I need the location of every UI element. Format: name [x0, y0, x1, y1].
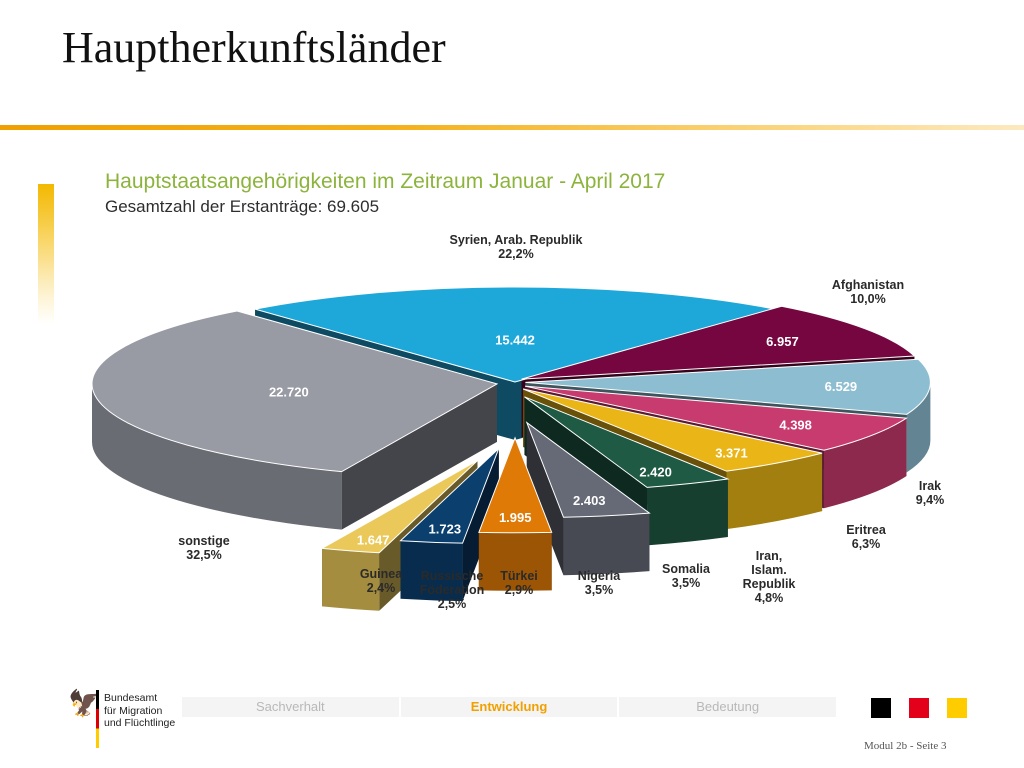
pie-rim-5 [647, 478, 728, 546]
pie-rim-2 [906, 382, 931, 473]
pie-category-label-8: Russische Föderation 2,5% [420, 569, 485, 611]
color-square-red [909, 698, 929, 718]
accent-bar [38, 184, 54, 324]
pie-category-line: 3,5% [585, 583, 614, 597]
pie-value-label-2: 6.529 [825, 379, 858, 394]
pie-category-line: Guinea [360, 567, 403, 581]
page-label: Modul 2b - Seite 3 [864, 740, 947, 752]
chart-title: Hauptstaatsangehörigkeiten im Zeitraum J… [105, 170, 666, 193]
pie-category-label-7: Türkei 2,9% [500, 569, 538, 597]
pie-rim-6 [563, 513, 650, 576]
pie-category-label-6: Nigeria 3,5% [578, 569, 621, 597]
pie-value-label-5: 2.420 [639, 464, 672, 479]
nav-tab-bedeutung[interactable]: Bedeutung [619, 697, 839, 717]
pie-slice-3 [524, 385, 908, 451]
pie-category-line: 9,4% [916, 493, 945, 507]
pie-value-label-8: 1.723 [429, 521, 462, 536]
chart-subtitle: Gesamtzahl der Erstanträge: 69.605 [105, 197, 380, 216]
pie-category-line: 10,0% [850, 292, 885, 306]
title-rule [0, 125, 1024, 130]
pie-category-line: Eritrea [846, 523, 887, 537]
pie-value-label-1: 6.957 [766, 334, 799, 349]
pie-slice-7 [478, 436, 553, 534]
pie-category-line: Föderation [420, 583, 485, 597]
pie-rim-7 [478, 532, 552, 591]
pie-category-label-9: Guinea 2,4% [360, 567, 403, 595]
pie-slice-2 [525, 358, 931, 415]
pie-value-label-10: 22.720 [269, 384, 309, 399]
pie-category-line: Syrien, Arab. Republik [450, 233, 583, 247]
pie-rim-4 [726, 453, 823, 530]
pie-category-line: Iran, [756, 549, 782, 563]
agency-name: Bundesamt für Migration und Flüchtlinge [104, 692, 184, 730]
pie-category-line: sonstige [178, 534, 229, 548]
pie-slice-9 [320, 460, 478, 554]
pie-category-line: 2,5% [438, 597, 467, 611]
pie-category-label-5: Somalia 3,5% [662, 562, 711, 590]
pie-category-line: 3,5% [672, 576, 701, 590]
pie-category-line: 2,4% [367, 581, 396, 595]
pie-rim-3 [823, 418, 907, 509]
pie-slice-6 [525, 421, 651, 518]
pie-category-line: Irak [919, 479, 941, 493]
pie-value-label-7: 1.995 [499, 510, 532, 525]
pie-category-line: 22,2% [498, 247, 533, 261]
pie-category-label-4: Iran, Islam. Republik 4,8% [743, 549, 796, 605]
pie-wall-6 [526, 422, 564, 576]
pie-category-line: Türkei [500, 569, 538, 583]
pie-category-line: Republik [743, 577, 796, 591]
pie-category-line: Somalia [662, 562, 711, 576]
pie-slice-8 [399, 448, 500, 544]
module-nav: Sachverhalt Entwicklung Bedeutung [182, 697, 839, 717]
pie-category-label-3: Eritrea 6,3% [846, 523, 887, 551]
pie-category-line: 2,9% [505, 583, 534, 597]
agency-line: und Flüchtlinge [104, 717, 176, 729]
pie-slice-0 [254, 286, 776, 383]
agency-logo: 🦅 Bundesamt für Migration und Flüchtling… [68, 688, 178, 750]
pie-category-line: 6,3% [852, 537, 881, 551]
pie-slice-5 [524, 396, 730, 488]
pie-value-label-4: 3.371 [715, 446, 748, 461]
pie-category-line: Nigeria [578, 569, 621, 583]
pie-rim-10 [92, 383, 342, 530]
pie-slice-10 [91, 310, 499, 473]
flag-bar [96, 690, 99, 748]
pie-category-label-0: Syrien, Arab. Republik 22,2% [450, 233, 583, 261]
agency-line: für Migration [104, 704, 163, 717]
pie-slice-1 [521, 305, 916, 380]
pie-category-line: 4,8% [755, 591, 784, 605]
pie-category-line: 32,5% [186, 548, 221, 562]
nav-tab-sachverhalt[interactable]: Sachverhalt [182, 697, 401, 717]
color-square-black [871, 698, 891, 718]
pie-value-label-0: 15.442 [495, 332, 535, 347]
pie-value-label-6: 2.403 [573, 493, 606, 508]
pie-category-label-10: sonstige 32,5% [178, 534, 229, 562]
pie-category-line: Afghanistan [832, 278, 904, 292]
federal-eagle-icon: 🦅 [68, 688, 101, 718]
pie-value-label-3: 4.398 [779, 417, 812, 432]
pie-rim-9 [322, 548, 380, 611]
pie-slice-4 [522, 388, 823, 472]
pie-category-label-1: Afghanistan 10,0% [832, 278, 904, 306]
color-square-gold [947, 698, 967, 718]
pie-rim-8 [400, 540, 463, 602]
pie-category-line: Islam. [751, 563, 786, 577]
pie-value-label-9: 1.647 [357, 533, 390, 548]
slide-title: Hauptherkunftsländer [62, 23, 446, 72]
pie-category-label-2: Irak 9,4% [916, 479, 945, 507]
agency-line: Bundesamt [104, 692, 158, 704]
pie-category-line: Russische [421, 569, 484, 583]
nav-tab-entwicklung[interactable]: Entwicklung [400, 697, 620, 717]
